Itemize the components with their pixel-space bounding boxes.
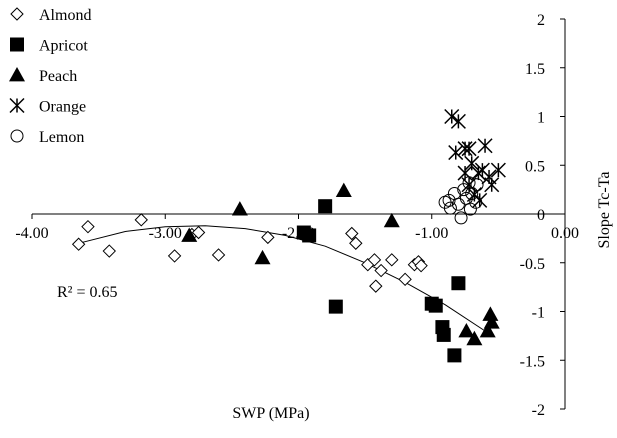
legend-marker-apricot (10, 37, 24, 52)
peach-point (231, 201, 248, 216)
orange-point (444, 108, 460, 125)
peach-point (482, 306, 499, 321)
y-tick-label: -1 (532, 305, 545, 322)
x-tick-label: -1.00 (415, 225, 448, 242)
orange-point (450, 113, 466, 129)
legend-marker-almond (10, 7, 24, 21)
trendline (78, 225, 486, 332)
legend-label-lemon: Lemon (39, 129, 84, 146)
almond-point (345, 226, 359, 241)
data-points (71, 108, 506, 363)
almond-point (414, 258, 428, 273)
x-axis-title: SWP (MPa) (232, 405, 309, 422)
y-tick-label: 2 (537, 12, 545, 29)
orange-point (470, 165, 486, 181)
almond-point (81, 219, 95, 234)
legend-marker-lemon (10, 129, 24, 143)
peach-point (466, 330, 483, 346)
lemon-point (442, 193, 456, 207)
almond-point (191, 225, 206, 240)
x-tick-label: -4.00 (15, 225, 48, 242)
legend: Almond Apricot Peach Orange Lemon (9, 7, 91, 146)
lemon-point (457, 183, 471, 197)
legend-item-apricot: Apricot (10, 37, 88, 55)
legend-label-peach: Peach (39, 68, 77, 85)
peach-point (383, 212, 400, 228)
almond-point (367, 253, 382, 267)
almond-point (374, 263, 388, 278)
lemon-point (443, 201, 457, 215)
apricot-point (318, 199, 333, 214)
almond-point (261, 230, 275, 245)
x-tick-label: 0.00 (551, 225, 579, 242)
orange-point (477, 138, 493, 154)
x-tick-label: -3.00 (149, 225, 182, 242)
almond-point (134, 213, 148, 227)
almond-point (369, 279, 383, 293)
legend-label-orange: Orange (39, 99, 86, 116)
peach-point (254, 249, 271, 265)
lemon-point (462, 176, 476, 190)
y-tick-label: -1.5 (520, 353, 545, 370)
y-axis-title: Slope Tc-Ta (596, 172, 613, 249)
peach-point (181, 227, 198, 242)
apricot-point (302, 228, 317, 243)
lemon-point (454, 211, 468, 225)
y-tick-label: 0.5 (525, 158, 545, 175)
legend-item-lemon: Lemon (10, 129, 84, 146)
legend-label-apricot: Apricot (39, 38, 88, 55)
almond-point (398, 272, 412, 287)
apricot-point (447, 348, 462, 363)
apricot-point (328, 299, 343, 314)
axes: -4.00-3.00-2.00-1.000.00-2-1.5-1-0.500.5… (15, 12, 579, 419)
orange-point (490, 162, 506, 178)
orange-point (461, 141, 477, 157)
legend-marker-orange (9, 97, 25, 114)
legend-item-almond: Almond (10, 7, 91, 24)
lemon-point (470, 178, 484, 192)
r-squared-annotation: R² = 0.65 (57, 284, 118, 301)
almond-point (102, 244, 116, 258)
almond-point (349, 236, 363, 250)
apricot-point (428, 298, 443, 313)
almond-point (211, 248, 226, 262)
peach-point (458, 323, 475, 338)
apricot-point (436, 327, 451, 342)
almond-point (385, 253, 399, 267)
orange-point (448, 145, 464, 161)
peach-point (479, 323, 496, 338)
legend-item-peach: Peach (9, 67, 77, 85)
y-tick-label: 0 (537, 207, 545, 224)
y-tick-label: -0.5 (520, 256, 545, 273)
peach-point (483, 314, 500, 329)
legend-label-almond: Almond (39, 7, 91, 24)
orange-point (464, 155, 480, 171)
legend-marker-peach (9, 67, 25, 82)
lemon-point (463, 202, 477, 216)
almond-point (71, 237, 86, 251)
orange-point (484, 177, 500, 193)
y-tick-label: -2 (532, 402, 545, 419)
almond-point (167, 249, 182, 263)
y-tick-label: 1.5 (525, 61, 545, 78)
y-tick-label: 1 (537, 110, 545, 127)
apricot-point (451, 276, 466, 291)
lemon-point (469, 195, 483, 209)
legend-item-orange: Orange (9, 97, 86, 116)
peach-point (335, 182, 352, 197)
